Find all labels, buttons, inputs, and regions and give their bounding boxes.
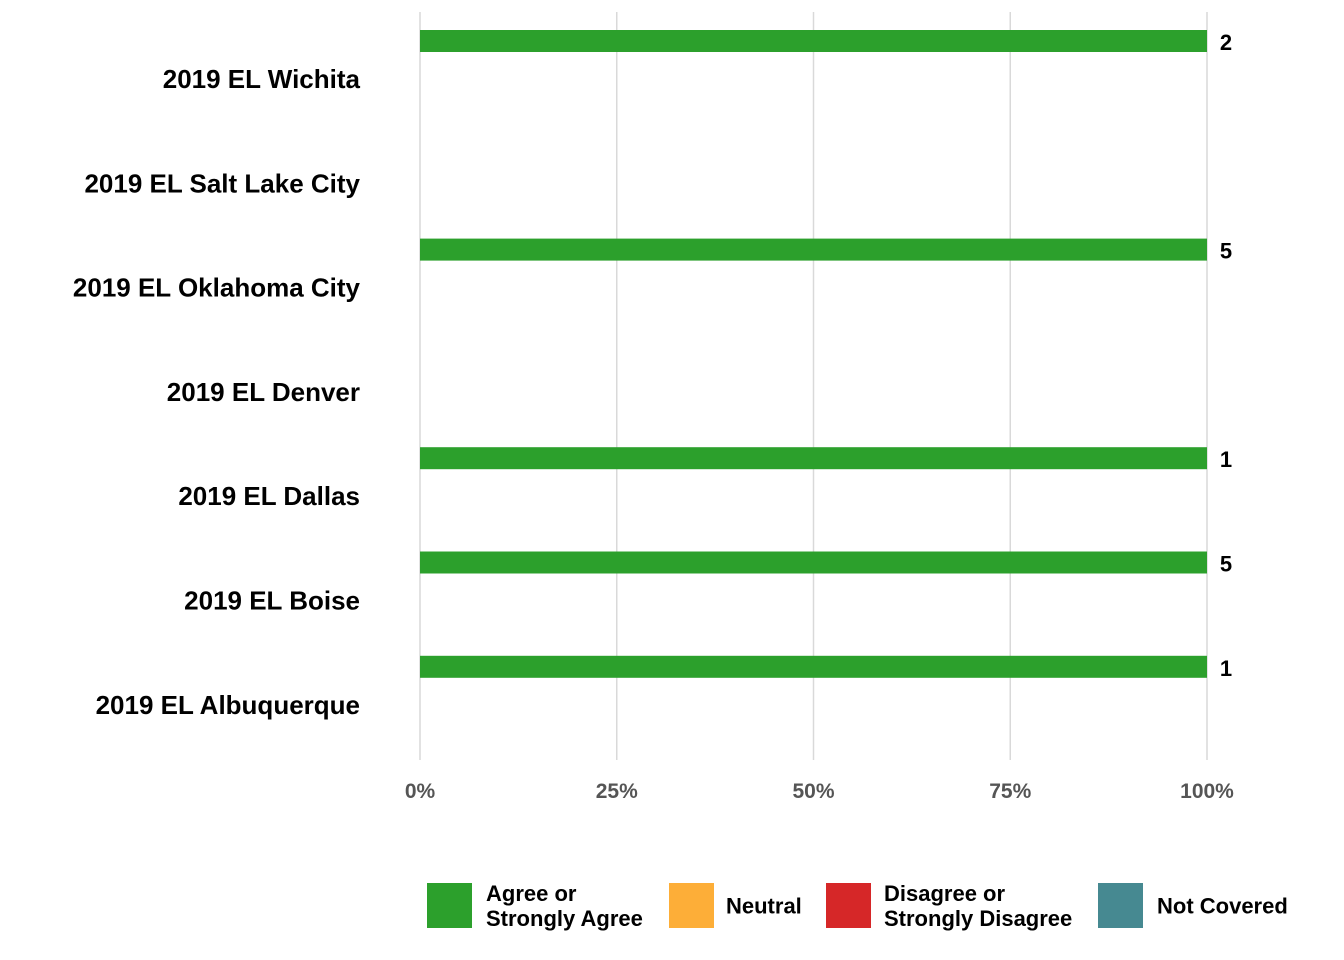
legend-swatch (427, 883, 472, 928)
category-label: 2019 EL Boise (184, 586, 360, 616)
category-label: 2019 EL Denver (167, 377, 360, 407)
count-labels: 2 5 1 5 1 (1220, 30, 1232, 681)
legend-item: Not Covered (1098, 883, 1288, 928)
x-tick-label: 75% (989, 780, 1031, 803)
bars (420, 30, 1207, 678)
count-label: 2 (1220, 30, 1232, 55)
x-tick-label: 25% (596, 780, 638, 803)
category-label: 2019 EL Salt Lake City (84, 168, 360, 198)
legend-swatch (669, 883, 714, 928)
bar-segment (420, 238, 1207, 261)
x-tick-label: 50% (792, 780, 834, 803)
x-axis-tick-labels: 0% 25% 50% 75% 100% (405, 780, 1234, 803)
legend-label: Neutral (726, 894, 802, 919)
legend-label: Agree or (486, 881, 577, 906)
bar-segment (420, 447, 1207, 470)
count-label: 5 (1220, 239, 1232, 264)
legend-swatch (826, 883, 871, 928)
count-label: 5 (1220, 552, 1232, 577)
category-label: 2019 EL Oklahoma City (73, 273, 361, 303)
x-tick-label: 100% (1180, 780, 1234, 803)
bar-segment (420, 655, 1207, 678)
count-label: 1 (1220, 447, 1232, 472)
x-tick-label: 0% (405, 780, 436, 803)
category-labels: 2019 EL Wichita 2019 EL Salt Lake City 201… (73, 64, 361, 720)
legend-label: Disagree or (884, 881, 1005, 906)
category-label: 2019 EL Dallas (178, 481, 360, 511)
legend-swatch (1098, 883, 1143, 928)
count-label: 1 (1220, 656, 1232, 681)
legend-label: Not Covered (1157, 894, 1288, 919)
category-label: 2019 EL Albuquerque (96, 690, 360, 720)
legend-label: Strongly Disagree (884, 906, 1072, 931)
bar-segment (420, 551, 1207, 574)
gridlines (419, 12, 1208, 760)
category-label: 2019 EL Wichita (163, 64, 361, 94)
bar-segment (420, 30, 1207, 52)
legend-label: Strongly Agree (486, 906, 643, 931)
legend-item: Neutral (669, 883, 802, 928)
